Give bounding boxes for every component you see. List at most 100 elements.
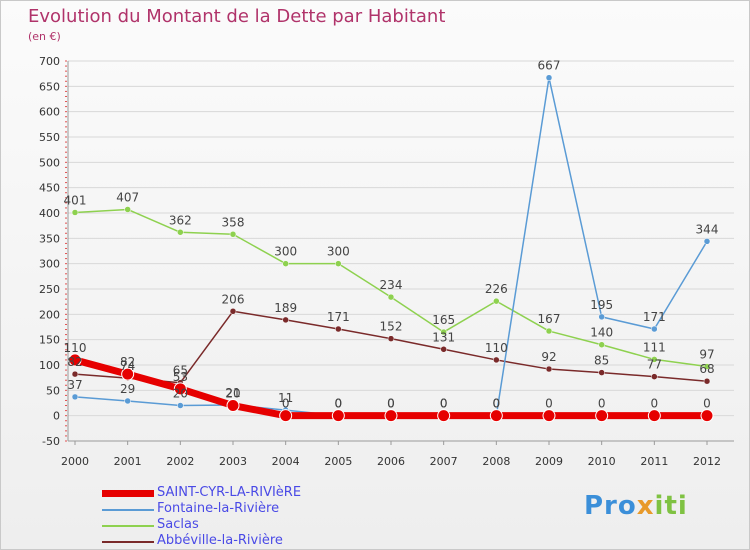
y-tick-label: 550 — [39, 131, 60, 144]
series-point — [121, 367, 135, 381]
legend-swatch — [102, 525, 154, 527]
data-label: 65 — [173, 364, 188, 378]
series-point — [651, 373, 658, 380]
data-label: 300 — [327, 245, 350, 259]
series-point — [387, 293, 395, 301]
series-point — [68, 353, 82, 367]
series-point — [440, 328, 447, 336]
series-point — [598, 341, 605, 348]
series-point — [545, 74, 553, 81]
data-label: 110 — [485, 341, 508, 355]
data-label: 195 — [590, 298, 613, 312]
series-point — [71, 370, 79, 378]
data-label: 407 — [116, 190, 139, 204]
data-label: 165 — [432, 313, 455, 327]
x-tick-label: 2006 — [377, 455, 405, 468]
series-point — [700, 409, 714, 423]
data-label: 82 — [120, 355, 135, 369]
series-point — [595, 409, 609, 423]
x-tick-label: 2011 — [640, 455, 668, 468]
x-tick-label: 2012 — [693, 455, 721, 468]
series-point — [598, 313, 605, 321]
series-point — [177, 402, 184, 409]
x-tick-label: 2004 — [272, 455, 300, 468]
y-tick-label: 400 — [39, 207, 60, 220]
y-tick-label: 450 — [39, 182, 60, 195]
data-label: 97 — [699, 348, 714, 362]
data-label: 29 — [120, 382, 135, 396]
data-label: 0 — [493, 397, 501, 411]
data-label: 0 — [440, 397, 448, 411]
y-tick-label: 250 — [39, 283, 60, 296]
data-label: 0 — [387, 397, 395, 411]
proxiti-logo: Proxiti — [584, 491, 688, 521]
x-tick-label: 2008 — [482, 455, 510, 468]
data-label: 0 — [282, 397, 290, 411]
data-label: 152 — [380, 320, 403, 334]
x-tick-label: 2001 — [114, 455, 142, 468]
legend-label: Abbéville-la-Rivière — [157, 533, 283, 548]
data-label: 0 — [545, 397, 553, 411]
data-label: 226 — [485, 282, 508, 296]
series-point — [489, 409, 503, 423]
data-label: 85 — [594, 354, 609, 368]
series-point — [440, 346, 447, 353]
data-label: 37 — [67, 378, 82, 392]
data-label: 0 — [703, 397, 711, 411]
legend-label: Saclas — [157, 517, 199, 532]
legend-label: Fontaine-la-Rivière — [157, 501, 280, 516]
series-point — [545, 327, 553, 335]
data-label: 111 — [643, 340, 666, 354]
y-tick-label: 350 — [39, 232, 60, 245]
data-label: 358 — [222, 215, 245, 229]
data-label: 110 — [64, 341, 87, 355]
data-label: 362 — [169, 213, 192, 227]
y-tick-label: 50 — [46, 384, 60, 397]
y-tick-label: 500 — [39, 156, 60, 169]
data-label: 11 — [278, 391, 293, 405]
data-label: 140 — [590, 326, 613, 340]
x-tick-label: 2009 — [535, 455, 563, 468]
data-label: 92 — [541, 350, 556, 364]
series-point — [387, 335, 395, 342]
series-point — [331, 409, 345, 423]
y-tick-label: 150 — [39, 334, 60, 347]
chart-subtitle: (en €) — [28, 30, 61, 43]
data-label: 77 — [647, 358, 662, 372]
data-label: 401 — [64, 193, 87, 207]
data-label: 206 — [222, 292, 245, 306]
series-point — [598, 369, 605, 376]
series-point — [703, 238, 711, 245]
y-tick-label: 650 — [39, 80, 60, 93]
series-point — [703, 363, 711, 370]
series-point — [703, 377, 711, 385]
x-tick-label: 2003 — [219, 455, 247, 468]
y-tick-label: -50 — [42, 435, 60, 448]
y-tick-label: 100 — [39, 359, 60, 372]
series-point — [647, 409, 661, 423]
series-point — [651, 325, 658, 333]
series-point — [282, 260, 289, 267]
data-label: 344 — [696, 222, 719, 236]
data-label: 189 — [274, 301, 297, 315]
x-tick-label: 2005 — [324, 455, 352, 468]
x-tick-label: 2002 — [166, 455, 194, 468]
data-label: 131 — [432, 330, 455, 344]
legend-swatch — [102, 541, 154, 543]
data-label: 167 — [538, 312, 561, 326]
data-label: 171 — [327, 310, 350, 324]
data-label: 68 — [699, 362, 714, 376]
series-point — [545, 365, 553, 373]
data-label: 0 — [335, 397, 343, 411]
data-label: 0 — [335, 397, 343, 411]
y-tick-label: 300 — [39, 258, 60, 271]
series-point — [71, 393, 79, 401]
data-label: 234 — [380, 278, 403, 292]
data-label: 171 — [643, 310, 666, 324]
data-label: 667 — [538, 59, 561, 73]
legend-swatch — [102, 509, 154, 511]
data-label: 0 — [651, 397, 659, 411]
data-label: 20 — [173, 387, 188, 401]
